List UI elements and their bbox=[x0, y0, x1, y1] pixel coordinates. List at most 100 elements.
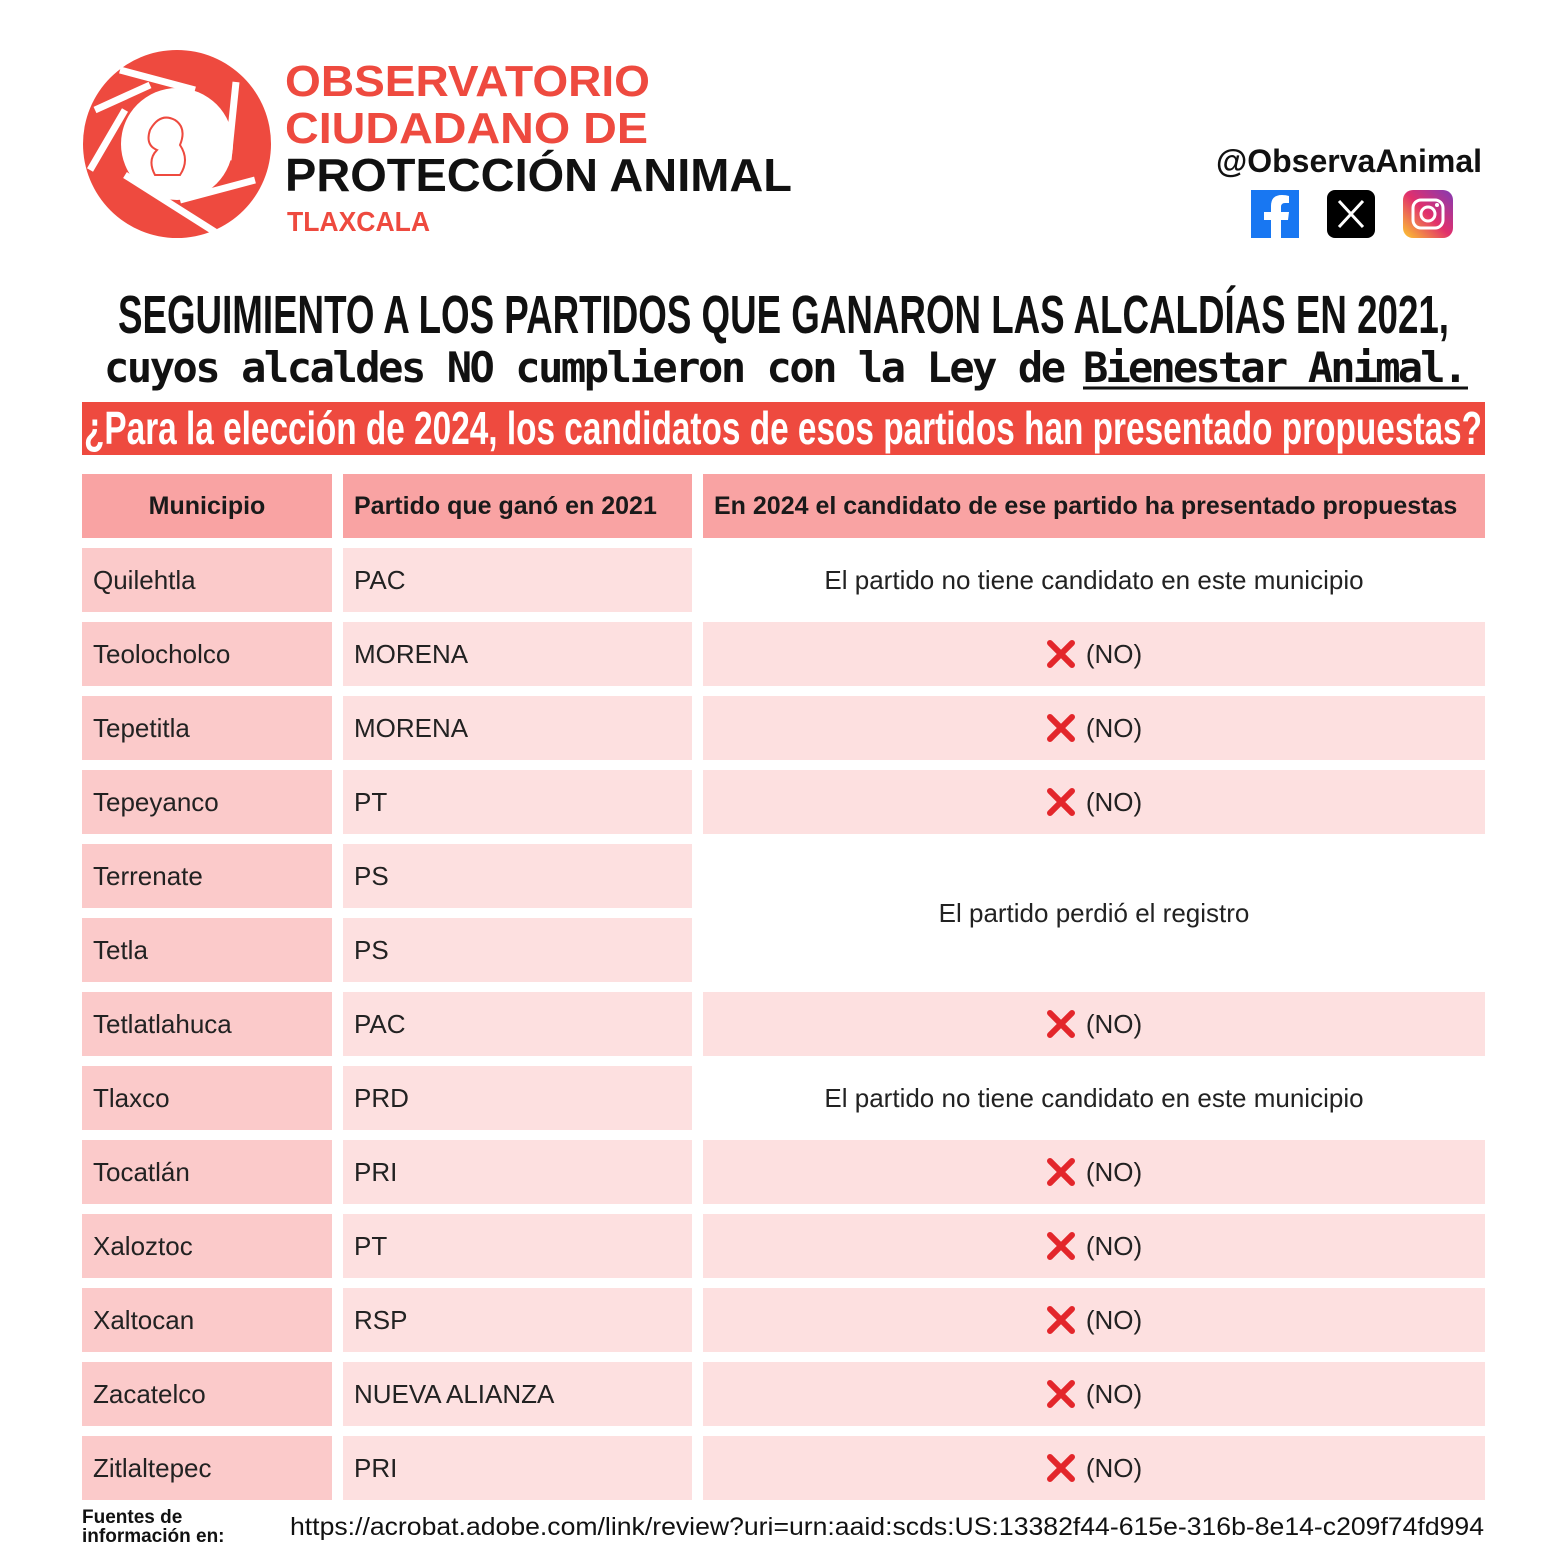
column-header-text: En 2024 el candidato de ese partido ha p… bbox=[714, 491, 1458, 520]
status-note: El partido no tiene candidato en este mu… bbox=[824, 564, 1364, 595]
municipio: Teolocholco bbox=[93, 638, 231, 669]
org-line: OBSERVATORIO bbox=[285, 57, 650, 106]
municipio-cell: Zacatelco bbox=[82, 1362, 332, 1426]
municipio-cell: Quilehtla bbox=[82, 548, 332, 612]
municipio: Tepeyanco bbox=[93, 786, 219, 817]
subheadline-underlined: Bienestar Animal. bbox=[1083, 343, 1468, 392]
x-icon bbox=[1046, 1158, 1075, 1186]
partido: PT bbox=[354, 1230, 388, 1261]
x-icon bbox=[1046, 640, 1075, 668]
status-cell: (NO) bbox=[703, 770, 1485, 834]
municipio-cell: Tetlatlahuca bbox=[82, 992, 332, 1056]
partido: PRD bbox=[354, 1082, 409, 1113]
partido-cell: MORENA bbox=[343, 696, 692, 760]
municipio-cell: Xaltocan bbox=[82, 1288, 332, 1352]
subheadline: cuyos alcaldes NO cumplieron con la Ley … bbox=[104, 343, 1066, 392]
partido: PRI bbox=[354, 1452, 398, 1483]
partido-cell: PT bbox=[343, 770, 692, 834]
municipio: Zacatelco bbox=[93, 1378, 206, 1409]
partido: PRI bbox=[354, 1156, 398, 1187]
status-cell: (NO) bbox=[703, 1436, 1485, 1500]
x-icon bbox=[1046, 1232, 1075, 1260]
municipio-cell: Tocatlán bbox=[82, 1140, 332, 1204]
status-cell: (NO) bbox=[703, 696, 1485, 760]
municipio: Tocatlán bbox=[93, 1156, 190, 1187]
municipio-cell: Zitlaltepec bbox=[82, 1436, 332, 1500]
x-icon bbox=[1327, 190, 1375, 238]
x-icon bbox=[1046, 788, 1075, 816]
status-cell: El partido no tiene candidato en este mu… bbox=[703, 1066, 1485, 1130]
municipio: Terrenate bbox=[93, 860, 203, 891]
footer-label: Fuentes de bbox=[82, 1507, 182, 1528]
column-header: En 2024 el candidato de ese partido ha p… bbox=[703, 474, 1485, 538]
status-answer: (NO) bbox=[1085, 1304, 1143, 1335]
status-cell: (NO) bbox=[703, 1140, 1485, 1204]
municipio-cell: Tepeyanco bbox=[82, 770, 332, 834]
municipio: Tetla bbox=[93, 934, 148, 965]
partido-cell: PS bbox=[343, 918, 692, 982]
municipio-cell: Teolocholco bbox=[82, 622, 332, 686]
status-cell: (NO) bbox=[703, 1214, 1485, 1278]
x-icon bbox=[1046, 714, 1075, 742]
partido-cell: PT bbox=[343, 1214, 692, 1278]
column-header-text: Partido que ganó en 2021 bbox=[354, 491, 657, 520]
partido-cell: PRD bbox=[343, 1066, 692, 1130]
partido: PS bbox=[354, 934, 389, 965]
status-answer: (NO) bbox=[1085, 1156, 1143, 1187]
partido-cell: RSP bbox=[343, 1288, 692, 1352]
partido: PAC bbox=[354, 1008, 406, 1039]
org-line: CIUDADANO DE bbox=[285, 104, 648, 153]
x-icon bbox=[1046, 1454, 1075, 1482]
headline: SEGUIMIENTO A LOS PARTIDOS QUE GANARON L… bbox=[118, 285, 1449, 345]
facebook-icon bbox=[1251, 190, 1299, 238]
column-header: Municipio bbox=[82, 474, 332, 538]
x-icon bbox=[1046, 1010, 1075, 1038]
municipio: Xaltocan bbox=[93, 1304, 195, 1335]
status-cell: El partido perdió el registro bbox=[703, 844, 1485, 982]
municipio: Quilehtla bbox=[93, 564, 196, 595]
instagram-icon bbox=[1403, 190, 1453, 238]
partido-cell: PRI bbox=[343, 1436, 692, 1500]
status-answer: (NO) bbox=[1085, 786, 1143, 817]
partido: RSP bbox=[354, 1304, 408, 1335]
partido-cell: PS bbox=[343, 844, 692, 908]
footer-url: https://acrobat.adobe.com/link/review?ur… bbox=[290, 1513, 1484, 1541]
status-cell: El partido no tiene candidato en este mu… bbox=[703, 548, 1485, 612]
column-header-text: Municipio bbox=[148, 491, 266, 520]
partido: PAC bbox=[354, 564, 406, 595]
status-note: El partido no tiene candidato en este mu… bbox=[824, 1082, 1364, 1113]
municipio-cell: Tepetitla bbox=[82, 696, 332, 760]
partido: MORENA bbox=[354, 712, 469, 743]
status-answer: (NO) bbox=[1085, 638, 1143, 669]
logo bbox=[83, 50, 271, 238]
partido-cell: PAC bbox=[343, 548, 692, 612]
footer-label: información en: bbox=[82, 1526, 225, 1547]
municipio-cell: Tlaxco bbox=[82, 1066, 332, 1130]
question-banner bbox=[82, 402, 1485, 455]
status-answer: (NO) bbox=[1085, 1230, 1143, 1261]
status-cell: (NO) bbox=[703, 1288, 1485, 1352]
partido: NUEVA ALIANZA bbox=[354, 1378, 555, 1409]
municipio: Tlaxco bbox=[93, 1082, 170, 1113]
status-answer: (NO) bbox=[1085, 1452, 1143, 1483]
handle: @ObservaAnimal bbox=[1216, 143, 1482, 179]
x-icon bbox=[1046, 1306, 1075, 1334]
status-cell: (NO) bbox=[703, 622, 1485, 686]
partido: PS bbox=[354, 860, 389, 891]
x-icon bbox=[1046, 1380, 1075, 1408]
status-answer: (NO) bbox=[1085, 1008, 1143, 1039]
status-cell: (NO) bbox=[703, 992, 1485, 1056]
partido: PT bbox=[354, 786, 388, 817]
municipio-cell: Tetla bbox=[82, 918, 332, 982]
column-header: Partido que ganó en 2021 bbox=[343, 474, 692, 538]
municipio: Xaloztoc bbox=[93, 1230, 193, 1261]
partido-cell: NUEVA ALIANZA bbox=[343, 1362, 692, 1426]
question: ¿Para la elección de 2024, los candidato… bbox=[84, 402, 1482, 454]
status-answer: (NO) bbox=[1085, 712, 1143, 743]
partido-cell: MORENA bbox=[343, 622, 692, 686]
org-location: TLAXCALA bbox=[287, 206, 430, 237]
status-cell: (NO) bbox=[703, 1362, 1485, 1426]
municipio: Tepetitla bbox=[93, 712, 190, 743]
partido-cell: PAC bbox=[343, 992, 692, 1056]
